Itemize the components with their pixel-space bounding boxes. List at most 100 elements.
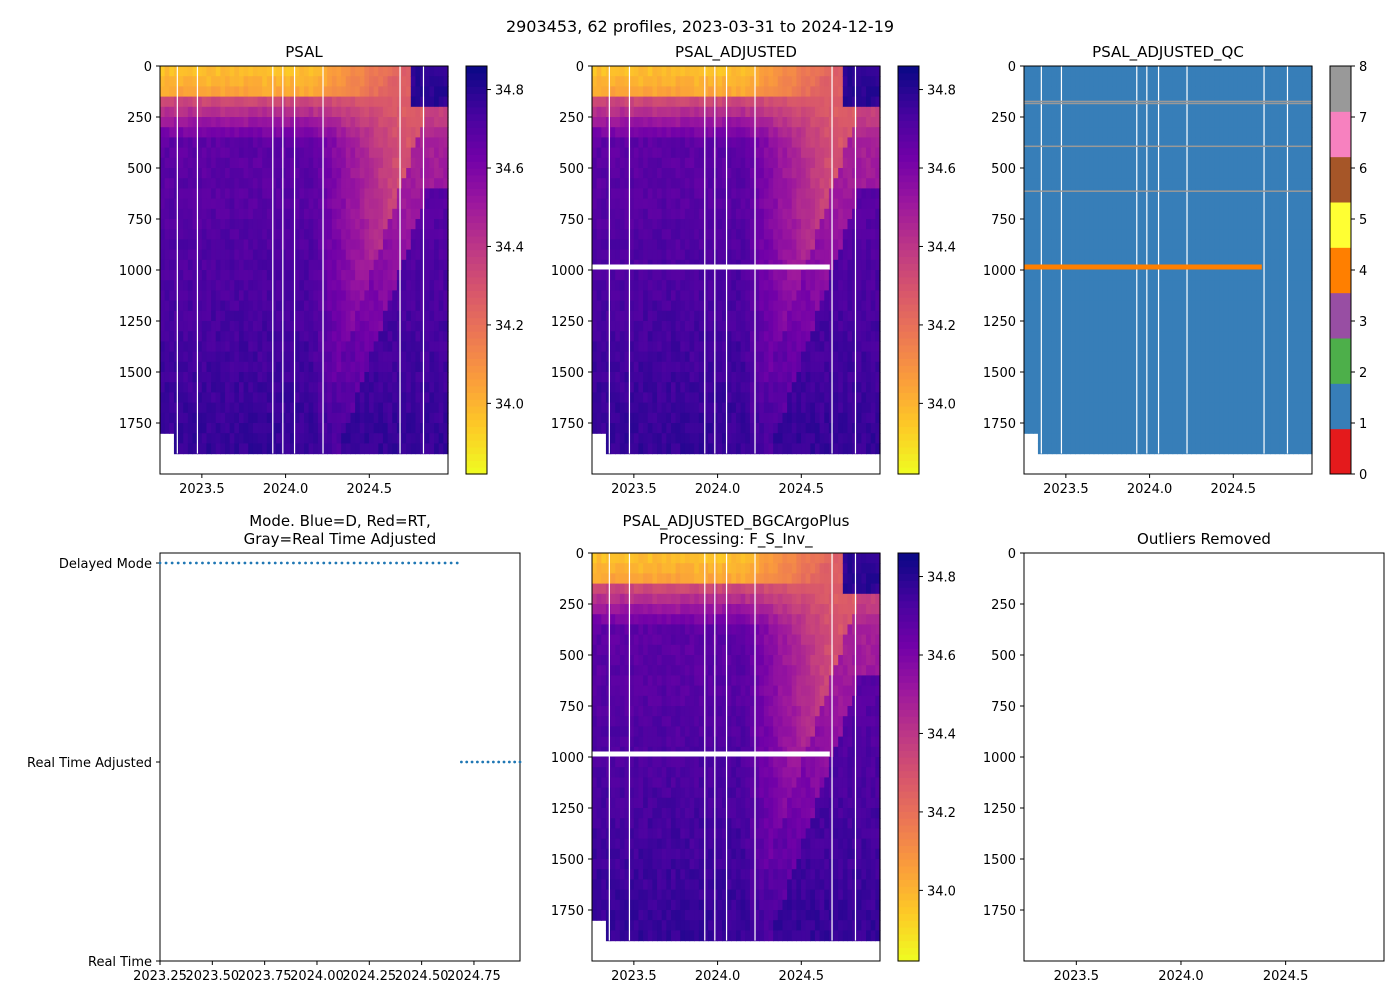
psal-colorbar-step	[466, 460, 487, 468]
psal_adjusted-cell	[680, 127, 686, 138]
psal_adjusted-colorbar-step	[898, 440, 919, 448]
psal_adjusted-cell	[838, 433, 844, 444]
psal_adjusted-cell	[708, 168, 714, 179]
psal_adjusted-cell	[605, 219, 612, 230]
psal_adjusted-cell	[866, 239, 872, 251]
psal_adjusted-cell	[615, 157, 621, 169]
psal_adjusted-cell	[698, 402, 705, 414]
psal-cell	[369, 198, 375, 210]
psal-cell	[192, 76, 198, 87]
psal-cell	[304, 208, 310, 220]
psal_adjusted-cell	[745, 198, 751, 210]
psal_adjusted-cell	[717, 382, 723, 393]
psal-cell	[215, 351, 221, 363]
psal-colorbar-step	[466, 365, 487, 373]
psal_adjusted-cell	[833, 310, 839, 322]
psal_adjusted-cell	[619, 351, 626, 363]
psal_adjusted-cell	[605, 361, 612, 373]
psal-cell	[406, 300, 412, 312]
psal_adjusted-cell	[768, 117, 774, 128]
psal-cell	[420, 280, 426, 291]
psal_adjusted-cell	[814, 321, 821, 332]
psal-cell	[271, 219, 277, 230]
psal_adjusted-cell	[861, 280, 867, 291]
psal_adjusted-cell	[866, 361, 872, 373]
psal_adjusted-cell	[768, 321, 774, 332]
psal-cell	[415, 402, 421, 414]
psal-cell	[373, 127, 379, 138]
psal-cell	[429, 157, 435, 169]
psal-cell	[271, 96, 277, 108]
psal_adjusted-cell	[842, 402, 849, 414]
psal-cell	[410, 117, 417, 128]
psal_adjusted-cell	[647, 433, 653, 444]
psal-cell	[160, 310, 166, 322]
psal-cell	[373, 402, 379, 414]
psal-cell	[382, 402, 389, 414]
psal_adjusted-cell	[866, 259, 872, 271]
psal_adjusted-cell	[866, 157, 872, 169]
psal-cell	[336, 280, 342, 291]
psal-cell	[392, 382, 398, 393]
psal-cell	[355, 361, 361, 373]
psal_adjusted-cell	[624, 331, 630, 342]
psal-cell	[443, 372, 449, 383]
psal-cell	[345, 117, 352, 128]
psal_adjusted-colorbar-step	[898, 385, 919, 393]
psal_adjusted-cell	[708, 290, 714, 302]
psal_adjusted-cell	[647, 361, 653, 373]
psal-cell	[410, 331, 417, 342]
psal-cell	[415, 198, 421, 210]
psal_adjusted-cell	[633, 280, 640, 291]
psal_adjusted-cell	[689, 96, 695, 108]
psal_adjusted-cell	[847, 433, 853, 444]
psal-cell	[285, 280, 291, 291]
psal-cell	[234, 76, 240, 87]
psal-cell	[382, 321, 389, 332]
psal-cell	[276, 86, 282, 98]
psal_adjusted-cell	[861, 310, 867, 322]
psal-cell	[369, 259, 375, 271]
psal-cell	[392, 412, 398, 424]
psal-cell	[215, 412, 221, 424]
psal_adjusted-cell	[740, 423, 746, 434]
psal-cell	[304, 280, 310, 291]
psal_adjusted-cell	[643, 392, 649, 404]
psal_adjusted-cell	[694, 198, 700, 210]
psal-cell	[262, 239, 268, 251]
psal-cell	[201, 198, 208, 210]
psal_adjusted-cell	[708, 178, 714, 189]
psal_adjusted-cell	[731, 382, 737, 393]
psal_adjusted-cell	[601, 127, 607, 138]
psal_adjusted-cell	[633, 341, 640, 353]
psal-cell	[225, 117, 231, 128]
psal_adjusted-cell	[866, 392, 872, 404]
psal_adjusted-cell	[796, 300, 802, 312]
psal-cell	[187, 188, 194, 200]
psal-cell	[211, 127, 217, 138]
psal-cell	[192, 106, 198, 118]
psal-cell	[225, 66, 231, 77]
psal_adjusted-y-tick-label: 1750	[551, 417, 584, 432]
psal-cell	[234, 423, 240, 434]
psal_adjusted-cell	[675, 321, 681, 332]
psal-cell	[369, 310, 375, 322]
psal-cell	[201, 423, 208, 434]
psal-cell	[299, 341, 305, 353]
psal_adjusted-cell	[740, 290, 746, 302]
psal_adjusted-cell	[773, 168, 779, 179]
psal_adjusted-cell	[694, 402, 700, 414]
psal_adjusted-cell	[763, 157, 770, 169]
psal-cell	[164, 106, 170, 118]
psal_adjusted-cell	[833, 239, 839, 251]
psal_adjusted-cell	[605, 412, 612, 424]
psal_adjusted-cell	[736, 372, 742, 383]
psal_adjusted-cell	[861, 188, 867, 200]
psal-cell	[359, 229, 365, 240]
psal-cell	[192, 66, 198, 77]
psal_adjusted-colorbar-step	[898, 270, 919, 278]
psal-cell	[331, 76, 338, 87]
psal_adjusted-cell	[763, 249, 770, 261]
psal_adjusted-cell	[689, 351, 695, 363]
psal_adjusted-cell	[749, 178, 756, 189]
